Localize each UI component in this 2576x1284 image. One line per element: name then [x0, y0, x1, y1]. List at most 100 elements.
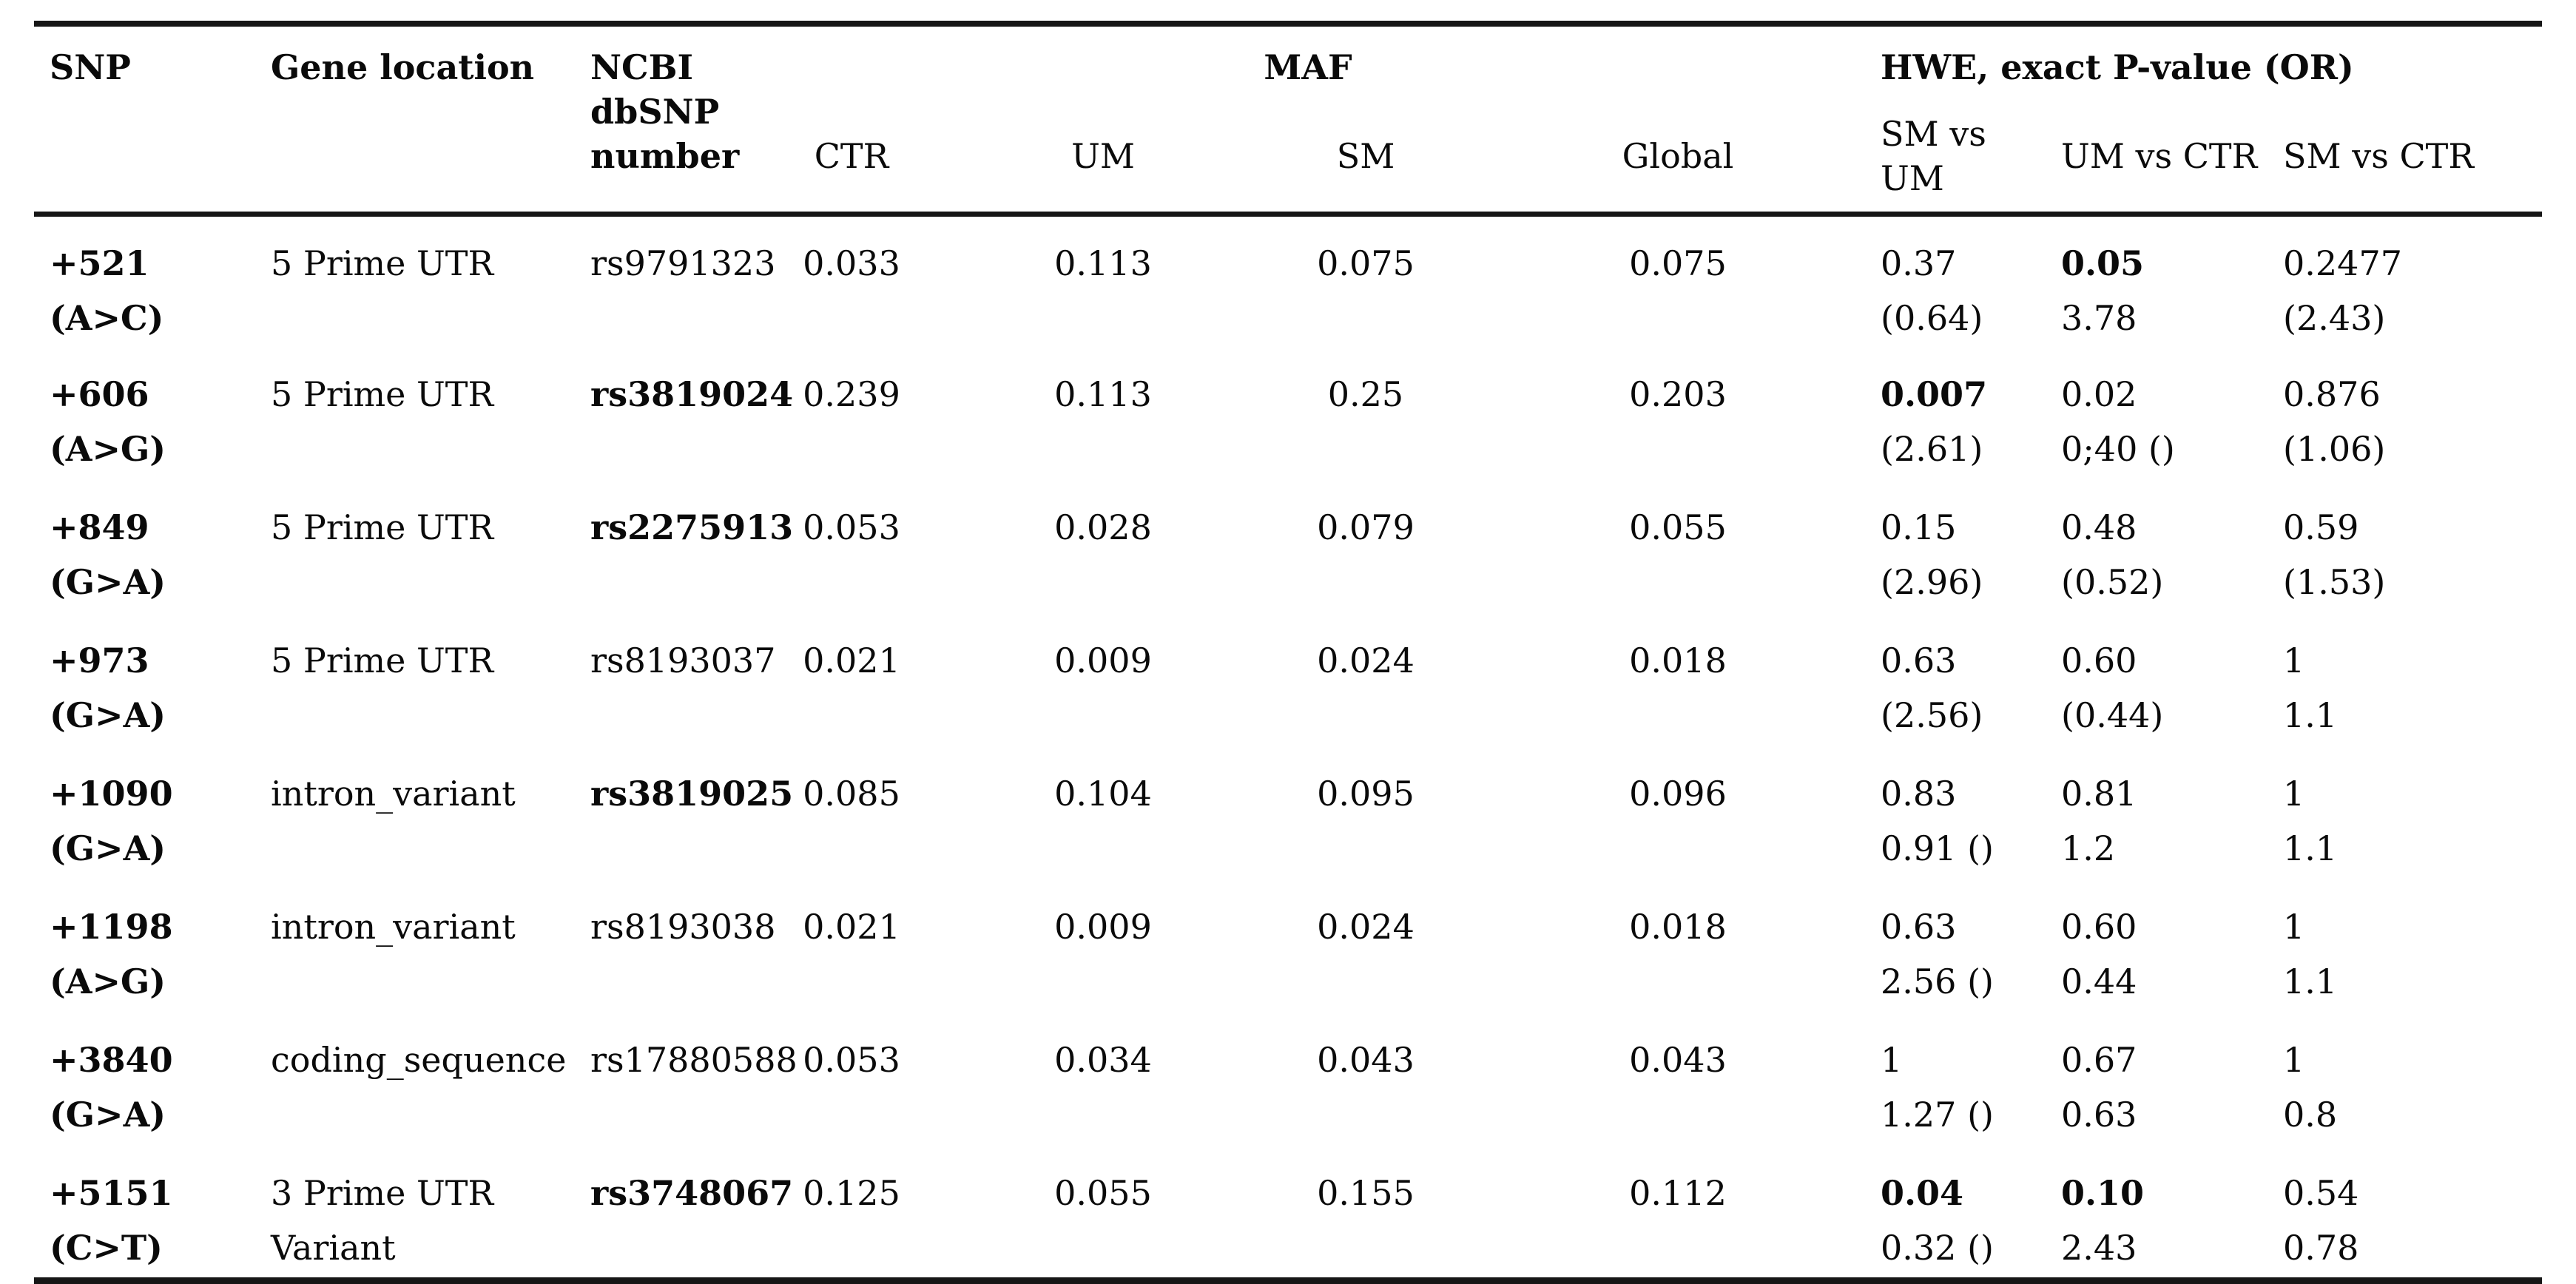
- snp-association-table: SNP Gene location NCBI dbSNP number MAF …: [34, 21, 2542, 1284]
- header-gene-location: Gene location: [256, 24, 567, 214]
- dbsnp-cell: rs3819024: [567, 348, 744, 481]
- maf-global-cell: 0.203: [1484, 348, 1872, 481]
- gene-location-cell: 5 Prime UTR: [256, 348, 567, 481]
- header-um-vs-ctr: UM vs CTR: [2057, 112, 2271, 214]
- p-value: 0.37: [1881, 236, 2056, 291]
- hwe-sm-vs-um-cell: 0.632.56 (): [1872, 880, 2057, 1013]
- odds-ratio: (2.56): [1881, 688, 2056, 743]
- dbsnp-cell: rs8193038: [567, 880, 744, 1013]
- maf-sm-cell: 0.024: [1247, 614, 1484, 747]
- table-row: +5151 (C>T)3 Prime UTR Variantrs37480670…: [34, 1146, 2542, 1281]
- snp-cell: +5151 (C>T): [34, 1146, 256, 1281]
- table-row: +606 (A>G)5 Prime UTRrs38190240.2390.113…: [34, 348, 2542, 481]
- header-snp: SNP: [34, 24, 256, 214]
- hwe-sm-vs-ctr-cell: 11.1: [2271, 614, 2542, 747]
- gene-location-cell: 5 Prime UTR: [256, 214, 567, 348]
- table-row: +849 (G>A)5 Prime UTRrs22759130.0530.028…: [34, 481, 2542, 614]
- odds-ratio: (0.44): [2061, 688, 2270, 743]
- dbsnp-cell: rs9791323: [567, 214, 744, 348]
- p-value: 0.83: [1881, 766, 2056, 822]
- header-maf-group: MAF: [744, 24, 1872, 112]
- hwe-sm-vs-um-cell: 0.63(2.56): [1872, 614, 2057, 747]
- p-value: 0.15: [1881, 500, 2056, 555]
- odds-ratio: (1.53): [2283, 555, 2541, 610]
- gene-location-cell: coding_sequence: [256, 1013, 567, 1146]
- maf-global-cell: 0.018: [1484, 614, 1872, 747]
- hwe-um-vs-ctr-cell: 0.811.2: [2057, 747, 2271, 880]
- maf-ctr-cell: 0.125: [744, 1146, 959, 1281]
- hwe-sm-vs-ctr-cell: 10.8: [2271, 1013, 2542, 1146]
- odds-ratio: 0.91 (): [1881, 821, 2056, 876]
- maf-um-cell: 0.009: [959, 614, 1247, 747]
- odds-ratio: 3.78: [2061, 291, 2270, 346]
- maf-sm-cell: 0.075: [1247, 214, 1484, 348]
- maf-sm-cell: 0.043: [1247, 1013, 1484, 1146]
- hwe-um-vs-ctr-cell: 0.48(0.52): [2057, 481, 2271, 614]
- p-value: 0.63: [1881, 899, 2056, 955]
- p-value: 0.60: [2061, 899, 2270, 955]
- p-value: 1: [2283, 633, 2541, 689]
- hwe-sm-vs-ctr-cell: 0.876(1.06): [2271, 348, 2542, 481]
- maf-ctr-cell: 0.033: [744, 214, 959, 348]
- gene-location-cell: 5 Prime UTR: [256, 614, 567, 747]
- odds-ratio: (0.64): [1881, 291, 2056, 346]
- p-value: 0.67: [2061, 1033, 2270, 1088]
- odds-ratio: (1.06): [2283, 422, 2541, 477]
- table-row: +1198 (A>G)intron_variantrs81930380.0210…: [34, 880, 2542, 1013]
- snp-cell: +3840 (G>A): [34, 1013, 256, 1146]
- odds-ratio: 2.56 (): [1881, 954, 2056, 1010]
- hwe-um-vs-ctr-cell: 0.053.78: [2057, 214, 2271, 348]
- p-value: 0.876: [2283, 367, 2541, 422]
- snp-cell: +521 (A>C): [34, 214, 256, 348]
- maf-ctr-cell: 0.021: [744, 880, 959, 1013]
- header-um: UM: [959, 112, 1247, 214]
- odds-ratio: (2.61): [1881, 422, 2056, 477]
- hwe-sm-vs-ctr-cell: 0.540.78: [2271, 1146, 2542, 1281]
- maf-sm-cell: 0.079: [1247, 481, 1484, 614]
- header-sm: SM: [1247, 112, 1484, 214]
- p-value: 0.60: [2061, 633, 2270, 689]
- maf-sm-cell: 0.25: [1247, 348, 1484, 481]
- table-row: +521 (A>C)5 Prime UTRrs97913230.0330.113…: [34, 214, 2542, 348]
- maf-um-cell: 0.113: [959, 214, 1247, 348]
- p-value: 0.04: [1881, 1166, 2056, 1221]
- maf-um-cell: 0.055: [959, 1146, 1247, 1281]
- header-sm-vs-ctr: SM vs CTR: [2271, 112, 2542, 214]
- hwe-sm-vs-um-cell: 0.007(2.61): [1872, 348, 2057, 481]
- table-row: +973 (G>A)5 Prime UTRrs81930370.0210.009…: [34, 614, 2542, 747]
- p-value: 1: [1881, 1033, 2056, 1088]
- gene-location-cell: 5 Prime UTR: [256, 481, 567, 614]
- hwe-um-vs-ctr-cell: 0.60(0.44): [2057, 614, 2271, 747]
- snp-cell: +973 (G>A): [34, 614, 256, 747]
- gene-location-cell: 3 Prime UTR Variant: [256, 1146, 567, 1281]
- header-hwe-group: HWE, exact P-value (OR): [1872, 24, 2542, 112]
- maf-um-cell: 0.113: [959, 348, 1247, 481]
- header-group-row: SNP Gene location NCBI dbSNP number MAF …: [34, 24, 2542, 112]
- hwe-um-vs-ctr-cell: 0.020;40 (): [2057, 348, 2271, 481]
- p-value: 0.54: [2283, 1166, 2541, 1221]
- gene-location-cell: intron_variant: [256, 747, 567, 880]
- hwe-sm-vs-ctr-cell: 11.1: [2271, 747, 2542, 880]
- odds-ratio: (0.52): [2061, 555, 2270, 610]
- p-value: 1: [2283, 899, 2541, 955]
- p-value: 0.81: [2061, 766, 2270, 822]
- hwe-sm-vs-um-cell: 0.15(2.96): [1872, 481, 2057, 614]
- maf-ctr-cell: 0.021: [744, 614, 959, 747]
- odds-ratio: 0.32 (): [1881, 1220, 2056, 1276]
- maf-global-cell: 0.018: [1484, 880, 1872, 1013]
- p-value: 0.10: [2061, 1166, 2270, 1221]
- odds-ratio: (2.43): [2283, 291, 2541, 346]
- odds-ratio: 0.78: [2283, 1220, 2541, 1276]
- maf-global-cell: 0.075: [1484, 214, 1872, 348]
- maf-sm-cell: 0.155: [1247, 1146, 1484, 1281]
- p-value: 0.2477: [2283, 236, 2541, 291]
- dbsnp-cell: rs3819025: [567, 747, 744, 880]
- hwe-sm-vs-ctr-cell: 0.2477(2.43): [2271, 214, 2542, 348]
- maf-sm-cell: 0.095: [1247, 747, 1484, 880]
- table-header: SNP Gene location NCBI dbSNP number MAF …: [34, 24, 2542, 214]
- p-value: 0.48: [2061, 500, 2270, 555]
- p-value: 0.02: [2061, 367, 2270, 422]
- table-row: +3840 (G>A)coding_sequencers178805880.05…: [34, 1013, 2542, 1146]
- header-dbsnp-number: NCBI dbSNP number: [567, 24, 744, 214]
- hwe-um-vs-ctr-cell: 0.600.44: [2057, 880, 2271, 1013]
